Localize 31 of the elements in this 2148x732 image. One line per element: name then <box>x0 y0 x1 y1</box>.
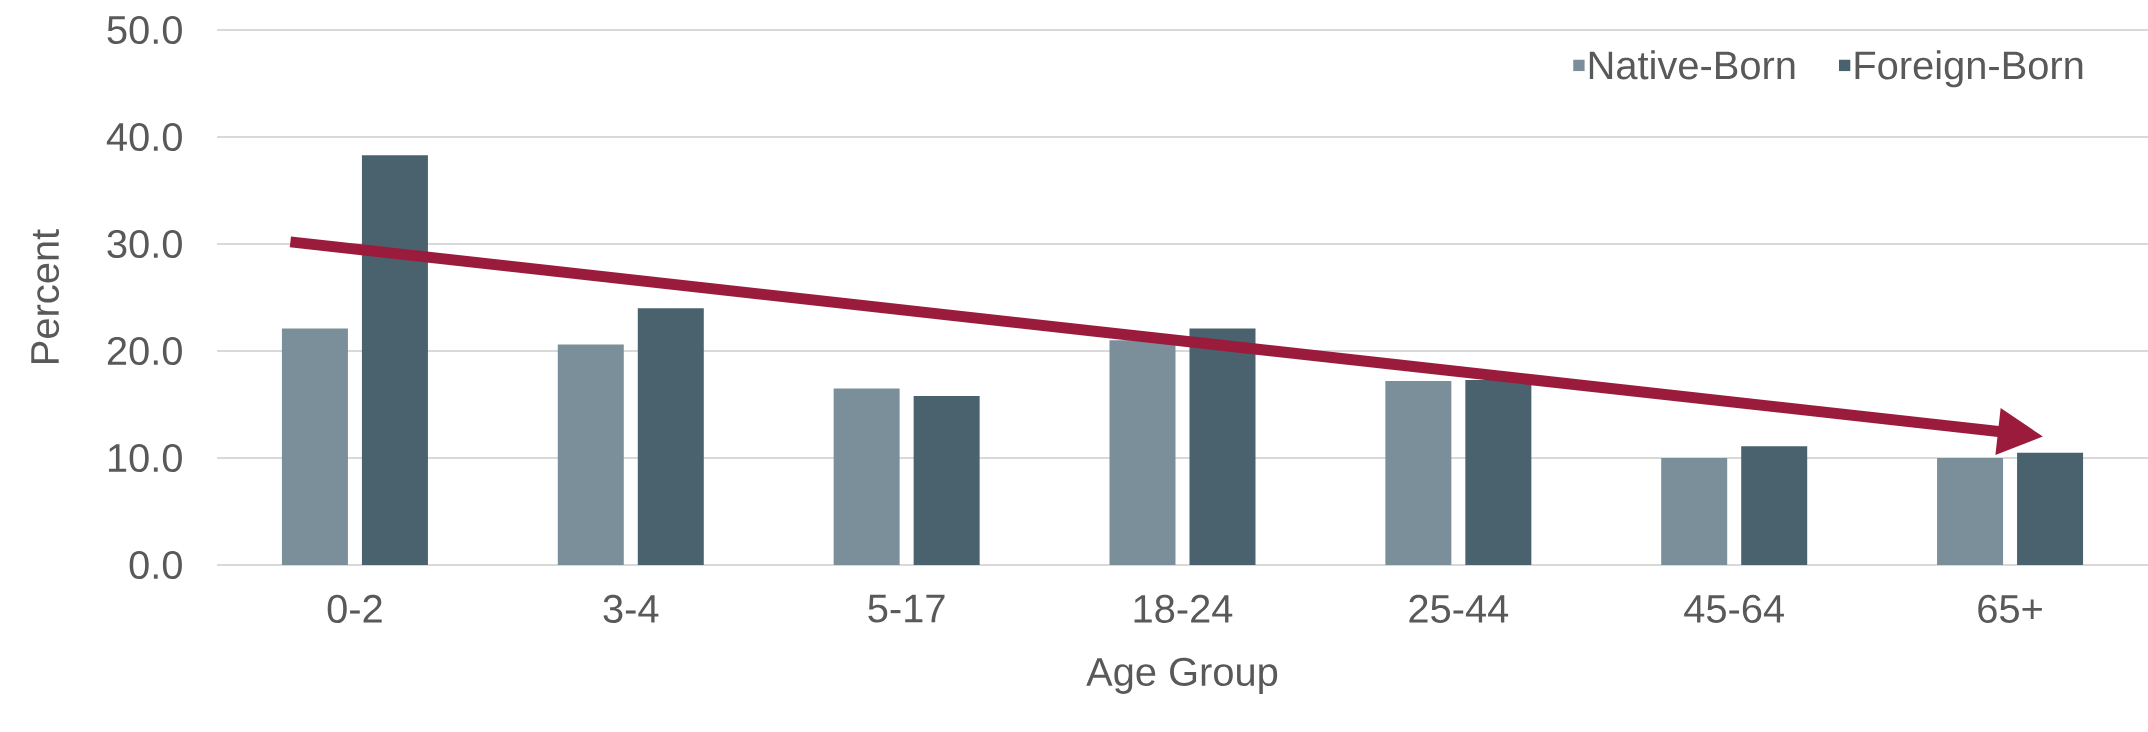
y-tick-label: 0.0 <box>129 550 182 580</box>
bar <box>1109 340 1176 565</box>
y-tick-label: 50.0 <box>107 15 182 45</box>
bar <box>637 308 704 565</box>
x-axis-title: Age Group <box>1086 657 1278 694</box>
legend-label: Foreign-Born <box>1855 50 2083 88</box>
bar <box>913 395 980 565</box>
bar <box>1937 458 2004 565</box>
x-tick-label: 25-44 <box>1409 594 1509 623</box>
bar <box>1661 458 1728 565</box>
bar <box>1189 328 1256 565</box>
y-tick-label: 20.0 <box>107 336 182 366</box>
x-tick-label: 18-24 <box>1134 594 1233 623</box>
x-tick-label: 0-2 <box>327 594 382 623</box>
y-tick-label: 30.0 <box>107 229 182 259</box>
bar <box>281 328 348 565</box>
bar <box>2017 452 2084 565</box>
bar <box>833 388 900 565</box>
bar <box>361 155 428 565</box>
x-tick-label: 3-4 <box>603 594 659 623</box>
legend-label: Native-Born <box>1589 50 1795 80</box>
bar <box>1385 380 1452 565</box>
y-tick-label: 40.0 <box>106 122 182 152</box>
y-tick-label: 10.0 <box>108 443 182 473</box>
y-axis-title: Percent <box>31 229 60 363</box>
bar <box>1465 379 1532 565</box>
x-tick-label: 45-64 <box>1684 594 1784 623</box>
bar <box>557 344 624 565</box>
bar <box>1741 446 1808 565</box>
x-tick-label: 65+ <box>1978 594 2042 623</box>
x-tick-label: 5-17 <box>868 594 945 623</box>
